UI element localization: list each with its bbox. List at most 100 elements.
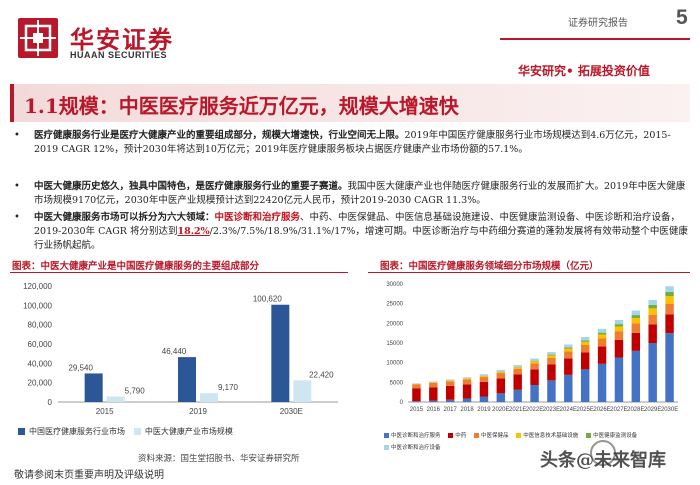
watermark: 头条@未来智库 bbox=[540, 450, 666, 471]
x-tick-label: 2030E bbox=[661, 407, 678, 413]
stacked-bar-segment bbox=[665, 314, 674, 334]
legend-label: 中医信息技术基础设施 bbox=[523, 433, 579, 439]
stacked-bar-segment bbox=[631, 332, 641, 351]
stacked-bar-segment bbox=[530, 361, 539, 364]
stacked-bar-segment bbox=[631, 350, 641, 402]
legend-label: 中国医疗健康服务行业市场 bbox=[29, 427, 125, 436]
stacked-bar-segment bbox=[513, 367, 522, 369]
legend-label: 中医大健康产业市场规模 bbox=[144, 427, 233, 436]
bullet-dot: • bbox=[14, 181, 20, 192]
y-tick-label: 0 bbox=[48, 398, 53, 407]
data-label: 5,790 bbox=[125, 386, 146, 395]
stacked-bar-segment bbox=[665, 333, 674, 402]
stacked-bar-segment bbox=[496, 369, 506, 372]
stacked-bar-segment bbox=[513, 374, 522, 390]
x-tick-label: 2015 bbox=[410, 407, 424, 413]
slogan: 华安研究• 拓展投资价值 bbox=[518, 64, 650, 78]
y-tick-label: 0 bbox=[400, 400, 404, 406]
stacked-bar-segment bbox=[530, 363, 539, 370]
x-tick-label: 2021E bbox=[509, 407, 526, 413]
stacked-bar-segment bbox=[631, 310, 641, 316]
stacked-bar-segment bbox=[547, 357, 556, 365]
stacked-bar-segment bbox=[580, 337, 590, 341]
y-tick-label: 15000 bbox=[386, 341, 403, 347]
stacked-bar-segment bbox=[547, 354, 556, 356]
bar bbox=[271, 304, 290, 402]
stacked-bar-segment bbox=[445, 385, 455, 400]
x-tick-label: 2016 bbox=[427, 407, 441, 413]
stacked-bar-segment bbox=[564, 348, 573, 352]
chart-left-legend: 中国医疗健康服务行业市场 中医大健康产业市场规模 bbox=[18, 426, 233, 437]
x-tick-label: 2030E bbox=[280, 407, 303, 416]
x-tick-label: 2019 bbox=[189, 407, 207, 416]
stacked-bar-segment bbox=[513, 368, 522, 375]
legend-swatch bbox=[448, 433, 454, 438]
x-tick-label: 2019 bbox=[477, 407, 491, 413]
stacked-bar-segment bbox=[496, 378, 506, 394]
watermark-badge bbox=[590, 440, 616, 466]
bar bbox=[293, 380, 312, 402]
stacked-bar-segment bbox=[530, 360, 539, 362]
chart-label: 图表： bbox=[12, 261, 41, 272]
x-tick-label: 2018 bbox=[460, 407, 474, 413]
chart-left-rule bbox=[10, 272, 348, 273]
legend-label: 中医诊断和治疗设备 bbox=[391, 445, 441, 451]
x-tick-label: 2022E bbox=[526, 407, 543, 413]
stacked-bar-segment bbox=[580, 344, 590, 353]
legend-swatch bbox=[516, 433, 522, 438]
data-label: 46,440 bbox=[162, 347, 187, 356]
stacked-bar-segment bbox=[462, 377, 472, 379]
stacked-bar-segment bbox=[580, 340, 590, 342]
stacked-bar-segment bbox=[614, 326, 624, 332]
stacked-bar-segment bbox=[530, 385, 539, 402]
bullet-text: 中医大健康服务市场可以拆分为六大领域：中医诊断和治疗服务、中药、中医保健品、中医… bbox=[34, 211, 689, 253]
stacked-bar-segment bbox=[564, 351, 573, 359]
section-title-bar: 1.1规模：中医医疗服务近万亿元，规模大增速快 bbox=[10, 84, 690, 122]
stacked-bar-segment bbox=[412, 388, 421, 402]
company-name: 华安证券 bbox=[70, 25, 174, 54]
stacked-bar-segment bbox=[547, 380, 556, 402]
stacked-bar-segment bbox=[597, 334, 607, 339]
bar bbox=[178, 357, 196, 402]
chart-right-rule bbox=[368, 272, 690, 273]
legend-swatch bbox=[133, 428, 141, 436]
stacked-bar-segment bbox=[648, 343, 657, 402]
stacked-bar-segment bbox=[547, 355, 556, 358]
stacked-bar-segment bbox=[479, 381, 489, 397]
y-tick-label: 100,000 bbox=[23, 301, 52, 310]
stacked-bar-segment bbox=[429, 387, 438, 401]
stacked-bar-segment bbox=[462, 378, 472, 380]
y-tick-label: 120,000 bbox=[23, 282, 52, 291]
y-tick-label: 5000 bbox=[390, 380, 404, 386]
legend-label: 中医健康监测设备 bbox=[593, 433, 638, 439]
bullet-body: /2.3%/7.5%/18.9%/31.1%/17%，增速可期。中医诊断治疗与中… bbox=[34, 226, 688, 251]
stacked-bar-segment bbox=[496, 373, 506, 379]
x-tick-label: 2028E bbox=[627, 407, 644, 413]
y-tick-label: 40,000 bbox=[28, 359, 53, 368]
bullet-dot: • bbox=[14, 212, 20, 223]
y-tick-label: 25000 bbox=[386, 302, 403, 308]
company-name-en: HUAAN SECURITIES bbox=[70, 50, 168, 60]
x-tick-label: 2015 bbox=[96, 407, 114, 416]
x-tick-label: 2023E bbox=[543, 407, 560, 413]
chart-title-text: 中国医疗健康服务领域细分市场规模（亿元） bbox=[408, 261, 599, 272]
x-tick-label: 2027E bbox=[610, 407, 627, 413]
stacked-bar-segment bbox=[496, 371, 506, 374]
stacked-bar-segment bbox=[479, 377, 489, 382]
bar bbox=[200, 393, 218, 402]
stacked-bar-segment bbox=[547, 352, 556, 355]
stacked-bar-segment bbox=[631, 318, 641, 324]
x-tick-label: 2017 bbox=[444, 407, 458, 413]
bullet-dot: • bbox=[14, 130, 20, 141]
bullet-body: 、中药、中医保健品、中医信息基础设施建设、中医健康监测设备、中医诊断和治疗设备，… bbox=[34, 212, 681, 237]
stacked-bar-segment bbox=[597, 338, 607, 347]
stacked-bar-segment bbox=[580, 341, 590, 345]
title-accent bbox=[10, 84, 14, 122]
stacked-bar-segment bbox=[445, 381, 455, 386]
stacked-bar-segment bbox=[564, 344, 573, 348]
stacked-bar-segment bbox=[597, 346, 607, 364]
header-rule bbox=[500, 38, 690, 40]
x-tick-label: 2025E bbox=[577, 407, 594, 413]
y-tick-label: 20,000 bbox=[28, 379, 53, 388]
stacked-bar-segment bbox=[597, 363, 607, 402]
